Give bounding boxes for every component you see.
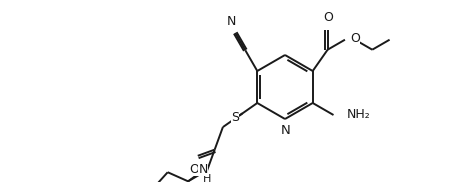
Text: N: N <box>281 124 290 137</box>
Text: O: O <box>349 32 359 45</box>
Text: N: N <box>226 15 235 28</box>
Text: O: O <box>323 11 333 24</box>
Text: S: S <box>231 111 239 124</box>
Text: H: H <box>202 174 211 182</box>
Text: NH₂: NH₂ <box>346 108 369 122</box>
Text: O: O <box>189 163 198 176</box>
Text: N: N <box>198 163 207 176</box>
